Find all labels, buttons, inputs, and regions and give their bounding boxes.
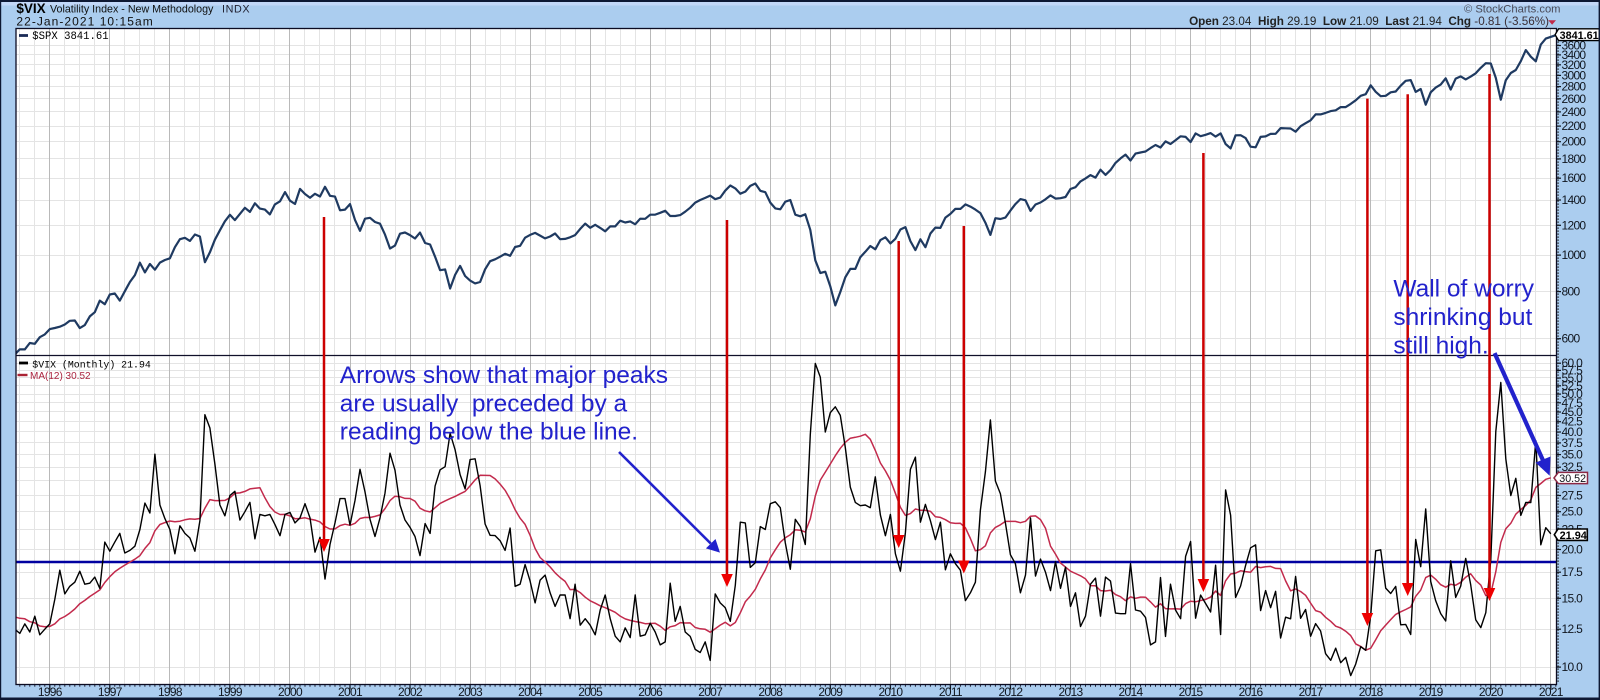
svg-text:2014: 2014	[1119, 685, 1144, 699]
svg-text:15.0: 15.0	[1562, 591, 1584, 605]
svg-text:Arrows show that major peaks: Arrows show that major peaks	[340, 362, 668, 389]
svg-text:3000: 3000	[1562, 68, 1587, 82]
svg-text:50.0: 50.0	[1562, 387, 1584, 401]
svg-text:2017: 2017	[1299, 685, 1324, 699]
svg-text:2008: 2008	[758, 685, 783, 699]
svg-text:1998: 1998	[158, 685, 183, 699]
svg-text:2019: 2019	[1419, 685, 1444, 699]
svg-text:2013: 2013	[1059, 685, 1084, 699]
svg-text:32.5: 32.5	[1562, 460, 1584, 474]
svg-text:47.5: 47.5	[1562, 396, 1584, 410]
svg-text:2012: 2012	[998, 685, 1023, 699]
svg-text:$VIX (Monthly) 21.94: $VIX (Monthly) 21.94	[32, 360, 151, 371]
svg-text:3600: 3600	[1562, 39, 1587, 53]
svg-text:1200: 1200	[1562, 218, 1587, 232]
svg-text:$VIX: $VIX	[16, 1, 45, 16]
svg-text:2004: 2004	[518, 685, 543, 699]
svg-text:42.5: 42.5	[1562, 415, 1584, 429]
svg-text:2007: 2007	[698, 685, 723, 699]
svg-text:3400: 3400	[1562, 48, 1587, 62]
svg-text:© StockCharts.com: © StockCharts.com	[1464, 4, 1561, 16]
svg-text:1997: 1997	[98, 685, 123, 699]
svg-text:$SPX 3841.61: $SPX 3841.61	[32, 31, 108, 43]
svg-text:37.5: 37.5	[1562, 436, 1584, 450]
svg-text:Volatility Index - New Methodo: Volatility Index - New Methodology	[50, 4, 214, 16]
svg-text:Open 23.04 High 29.19 Low 21: Open 23.04 High 29.19 Low 21.09 Last 21.…	[1189, 15, 1549, 28]
svg-text:still high.: still high.	[1393, 333, 1488, 360]
svg-text:2006: 2006	[638, 685, 663, 699]
svg-text:12.5: 12.5	[1562, 622, 1584, 636]
svg-text:reading below the blue line.: reading below the blue line.	[340, 419, 638, 446]
svg-text:52.5: 52.5	[1562, 379, 1584, 393]
svg-text:2400: 2400	[1562, 105, 1587, 119]
svg-text:2018: 2018	[1359, 685, 1384, 699]
svg-text:40.0: 40.0	[1562, 425, 1584, 439]
svg-text:2003: 2003	[458, 685, 483, 699]
svg-text:shrinking but: shrinking but	[1393, 304, 1532, 331]
svg-text:45.0: 45.0	[1562, 405, 1584, 419]
svg-text:2002: 2002	[398, 685, 423, 699]
svg-text:2800: 2800	[1562, 80, 1587, 94]
svg-text:21.94: 21.94	[1560, 530, 1587, 542]
svg-text:are usually preceded by a: are usually preceded by a	[340, 390, 628, 417]
svg-text:2011: 2011	[939, 685, 963, 699]
svg-text:60.0: 60.0	[1562, 356, 1584, 370]
svg-text:2020: 2020	[1479, 685, 1504, 699]
svg-text:55.0: 55.0	[1562, 371, 1584, 385]
svg-text:INDX: INDX	[222, 4, 250, 16]
svg-text:2010: 2010	[878, 685, 903, 699]
svg-text:1999: 1999	[218, 685, 243, 699]
svg-text:2021: 2021	[1539, 685, 1564, 699]
svg-text:27.5: 27.5	[1562, 489, 1584, 503]
svg-text:35.0: 35.0	[1562, 448, 1584, 462]
svg-text:17.5: 17.5	[1562, 565, 1584, 579]
svg-text:30.52: 30.52	[1559, 473, 1586, 485]
svg-text:Wall of worry: Wall of worry	[1393, 276, 1534, 303]
svg-text:1400: 1400	[1562, 193, 1587, 207]
svg-text:22-Jan-2021 10:15am: 22-Jan-2021 10:15am	[16, 14, 153, 28]
svg-text:1800: 1800	[1562, 152, 1587, 166]
svg-text:2009: 2009	[818, 685, 843, 699]
svg-text:2001: 2001	[338, 685, 363, 699]
svg-text:3200: 3200	[1562, 58, 1587, 72]
svg-text:25.0: 25.0	[1562, 505, 1584, 519]
svg-text:20.0: 20.0	[1562, 543, 1584, 557]
svg-text:1600: 1600	[1562, 171, 1587, 185]
svg-text:600: 600	[1562, 332, 1581, 346]
svg-text:57.5: 57.5	[1562, 363, 1584, 377]
svg-text:2200: 2200	[1562, 119, 1587, 133]
svg-text:1996: 1996	[38, 685, 63, 699]
svg-text:2016: 2016	[1239, 685, 1264, 699]
svg-text:800: 800	[1562, 285, 1581, 299]
svg-text:2600: 2600	[1562, 92, 1587, 106]
svg-text:2015: 2015	[1179, 685, 1204, 699]
svg-text:10.0: 10.0	[1562, 660, 1584, 674]
svg-text:1000: 1000	[1562, 248, 1587, 262]
svg-text:3841.61: 3841.61	[1560, 30, 1599, 42]
svg-text:2005: 2005	[578, 685, 603, 699]
svg-text:2000: 2000	[1562, 135, 1587, 149]
svg-text:2000: 2000	[278, 685, 303, 699]
svg-text:MA(12) 30.52: MA(12) 30.52	[30, 371, 91, 382]
